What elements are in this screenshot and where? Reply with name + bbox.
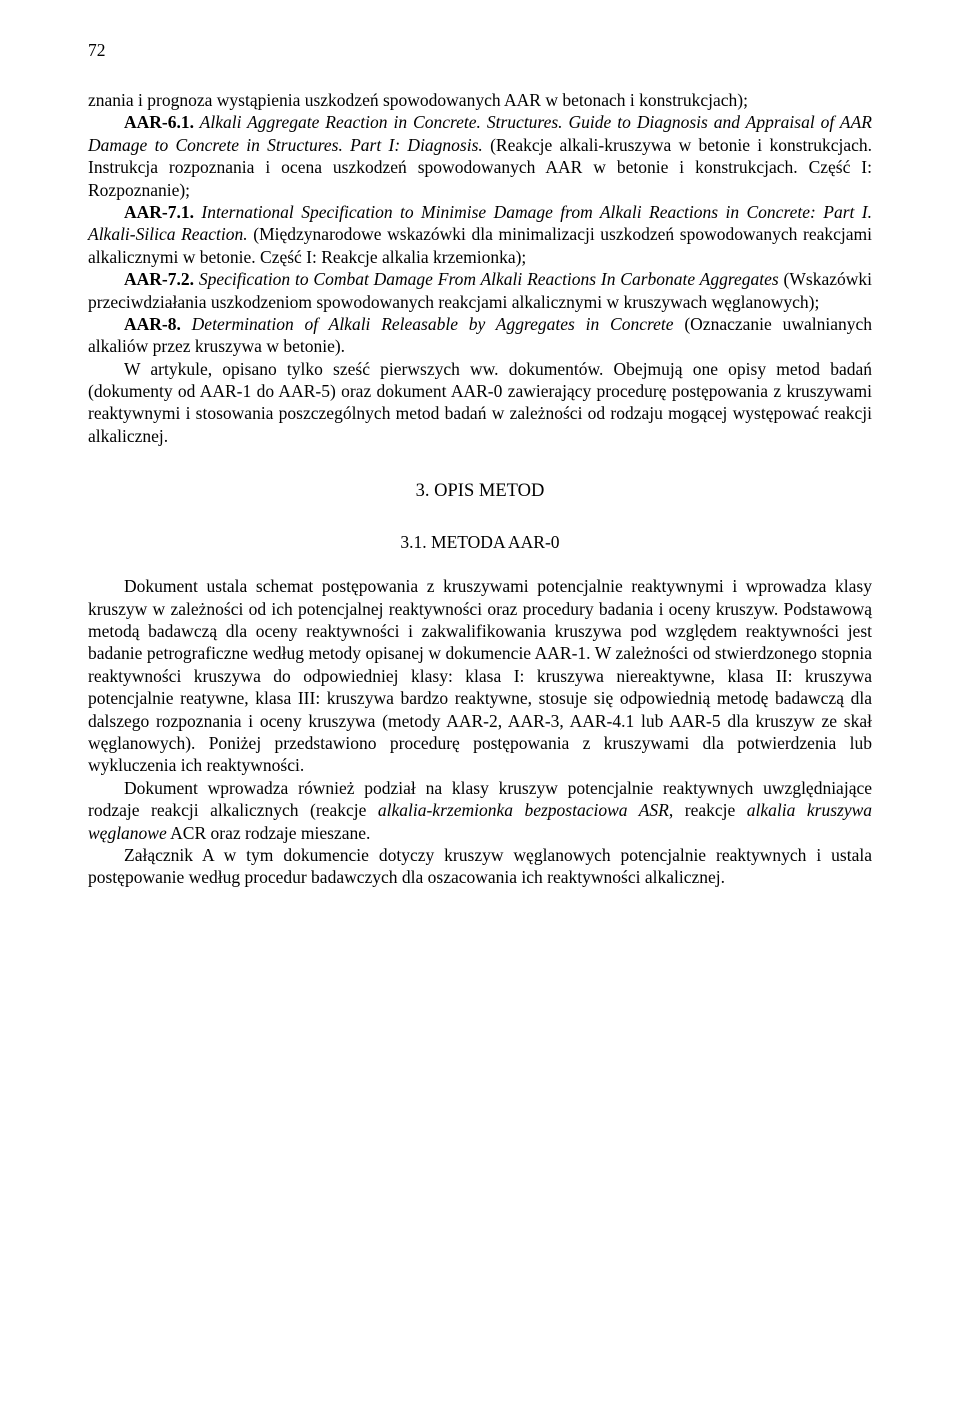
paragraph-method-intro: Dokument ustala schemat postępowania z k… <box>88 575 872 777</box>
paragraph-aar-7-2: AAR-7.2. Specification to Combat Damage … <box>88 268 872 313</box>
label-bold: AAR-8. <box>124 314 181 334</box>
paragraph-annex: Załącznik A w tym dokumencie dotyczy kru… <box>88 844 872 889</box>
paragraph-aar-6-1: AAR-6.1. Alkali Aggregate Reaction in Co… <box>88 111 872 201</box>
paragraph-aar-8: AAR-8. Determination of Alkali Releasabl… <box>88 313 872 358</box>
body-text-block: Dokument ustala schemat postępowania z k… <box>88 575 872 888</box>
document-page: 72 znania i prognoza wystąpienia uszkodz… <box>0 0 960 949</box>
text-italic: Determination of Alkali Releasable by Ag… <box>181 314 674 334</box>
text-run: , reakcje <box>669 800 747 820</box>
paragraph-summary: W artykule, opisano tylko sześć pierwszy… <box>88 358 872 448</box>
label-bold: AAR-7.2. <box>124 269 194 289</box>
text-run: znania i prognoza wystąpienia uszkodzeń … <box>88 90 748 110</box>
label-bold: AAR-7.1. <box>124 202 194 222</box>
text-italic: alkalia-krzemionka bezpostaciowa ASR <box>378 800 669 820</box>
page-number: 72 <box>88 40 872 61</box>
text-run: ACR oraz rodzaje mieszane. <box>167 823 371 843</box>
paragraph-classes: Dokument wprowadza również podział na kl… <box>88 777 872 844</box>
text-italic: Specification to Combat Damage From Alka… <box>194 269 779 289</box>
text-run: Załącznik A w tym dokumencie dotyczy kru… <box>88 845 872 887</box>
text-run: W artykule, opisano tylko sześć pierwszy… <box>88 359 872 446</box>
body-text-block: znania i prognoza wystąpienia uszkodzeń … <box>88 89 872 447</box>
paragraph-aar-7-1: AAR-7.1. International Specification to … <box>88 201 872 268</box>
heading-subsection: 3.1. METODA AAR-0 <box>88 532 872 553</box>
text-run: Dokument ustala schemat postępowania z k… <box>88 576 872 775</box>
paragraph-continuation: znania i prognoza wystąpienia uszkodzeń … <box>88 89 872 111</box>
label-bold: AAR-6.1. <box>124 112 194 132</box>
heading-section: 3. OPIS METOD <box>88 481 872 502</box>
